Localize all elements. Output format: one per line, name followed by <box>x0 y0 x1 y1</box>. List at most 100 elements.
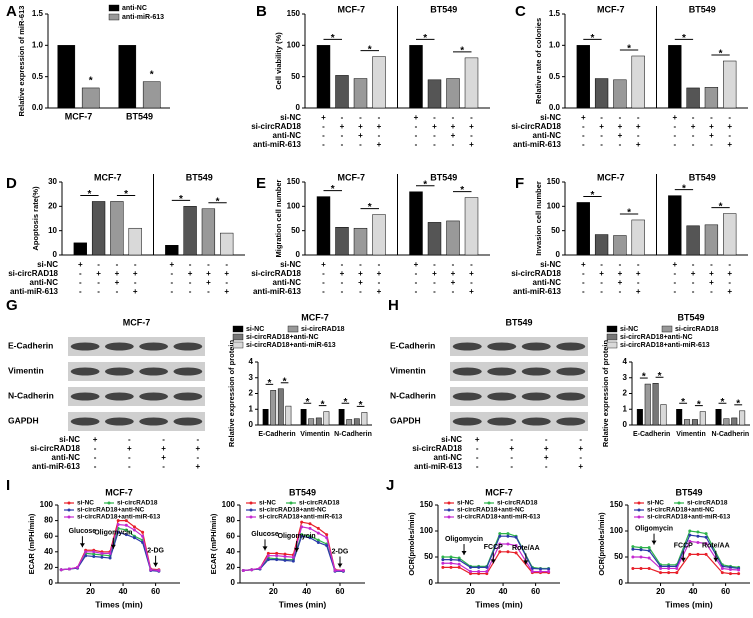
blot-row-label: N-Cadherin <box>390 390 436 400</box>
blot-band <box>452 417 482 426</box>
condition-sign: + <box>636 122 641 131</box>
legend-label: si-circRAD18+anti-miR-613 <box>620 342 710 349</box>
series-point <box>132 525 136 529</box>
x-axis-label: Times (min) <box>279 599 327 609</box>
significance-label: * <box>423 33 427 44</box>
series-point <box>308 526 312 530</box>
blot-band <box>139 392 169 401</box>
condition-sign: - <box>341 260 344 269</box>
series-point <box>506 542 510 546</box>
bar <box>316 196 331 256</box>
condition-sign: - <box>452 287 455 296</box>
condition-sign: - <box>128 453 131 462</box>
blot-band <box>70 417 100 426</box>
series-point <box>688 529 692 533</box>
condition-sign: + <box>377 287 382 296</box>
condition-label: anti-NC <box>533 131 562 140</box>
bar <box>353 227 368 256</box>
condition-sign: + <box>115 269 120 278</box>
blot-band <box>487 392 517 401</box>
significance-label: * <box>719 49 723 60</box>
series-point <box>514 535 518 539</box>
legend-marker <box>487 501 491 505</box>
legend-marker <box>67 508 71 512</box>
bar <box>686 225 700 256</box>
bar <box>57 45 76 109</box>
series-point <box>498 550 502 554</box>
bar <box>676 409 683 426</box>
bar <box>652 383 659 426</box>
bar <box>338 409 345 426</box>
condition-sign: + <box>618 269 623 278</box>
condition-sign: - <box>510 435 513 444</box>
bar <box>118 45 137 109</box>
series-point <box>325 544 329 548</box>
condition-sign: - <box>378 131 381 140</box>
bar <box>346 419 353 426</box>
legend-label: si-circRAD18+anti-NC <box>246 334 319 341</box>
series-point <box>647 549 651 553</box>
bar <box>285 405 292 426</box>
chart-title: MCF-7 <box>485 487 513 497</box>
legend-marker <box>637 501 641 505</box>
condition-sign: + <box>691 122 696 131</box>
condition-sign: - <box>673 269 676 278</box>
significance-label: * <box>216 196 220 207</box>
bar <box>335 75 349 109</box>
blot-band <box>139 367 169 376</box>
series-point <box>441 565 445 569</box>
series-point <box>737 572 741 576</box>
series-point <box>477 565 481 569</box>
legend-label: si-NC <box>246 326 264 333</box>
series-point <box>667 564 671 568</box>
bar <box>613 235 627 256</box>
group-label: BT549 <box>689 172 716 182</box>
panel-label: I <box>6 477 10 494</box>
group-label: MCF-7 <box>94 172 122 182</box>
condition-sign: + <box>358 278 363 287</box>
y-tick-label: 0 <box>429 578 434 587</box>
series-point <box>639 555 643 559</box>
x-tick-label: 60 <box>336 587 345 596</box>
condition-sign: - <box>378 113 381 122</box>
condition-sign: + <box>475 435 480 444</box>
series-point <box>704 552 708 556</box>
blot-band <box>521 342 551 351</box>
blot-strip <box>68 337 205 356</box>
bar <box>636 409 643 426</box>
legend-label: anti-miR-613 <box>122 14 164 21</box>
condition-sign: + <box>224 269 229 278</box>
condition-sign: - <box>341 131 344 140</box>
condition-sign: + <box>469 287 474 296</box>
series-point <box>506 534 510 538</box>
condition-sign: - <box>322 140 325 149</box>
series-point <box>696 540 700 544</box>
x-tick-label: 20 <box>86 587 95 596</box>
series-point <box>441 555 445 559</box>
condition-sign: - <box>619 260 622 269</box>
series-point <box>100 551 104 555</box>
series-point <box>477 572 481 576</box>
series-point <box>341 569 345 573</box>
group-label: MCF-7 <box>597 4 625 14</box>
condition-label: si-NC <box>280 260 301 269</box>
bar <box>446 78 460 109</box>
significance-label: * <box>460 46 464 57</box>
legend-label: si-circRAD18 <box>299 500 340 507</box>
bar <box>73 242 87 256</box>
annotation-arrowhead <box>490 559 496 564</box>
y-tick-label: 1.5 <box>549 9 561 18</box>
series-point <box>728 567 732 571</box>
condition-sign: + <box>432 269 437 278</box>
annotation-arrowhead <box>262 546 268 551</box>
series-point <box>498 532 502 536</box>
x-tick-label: Vimentin <box>300 431 329 438</box>
bar <box>91 201 106 256</box>
series-point <box>696 534 700 538</box>
blot-band <box>104 342 134 351</box>
annotation-label: Oligomycin <box>635 525 673 532</box>
blot-strip <box>450 362 588 381</box>
blot-band <box>521 367 551 376</box>
series-point <box>308 522 312 526</box>
bar <box>409 191 423 256</box>
